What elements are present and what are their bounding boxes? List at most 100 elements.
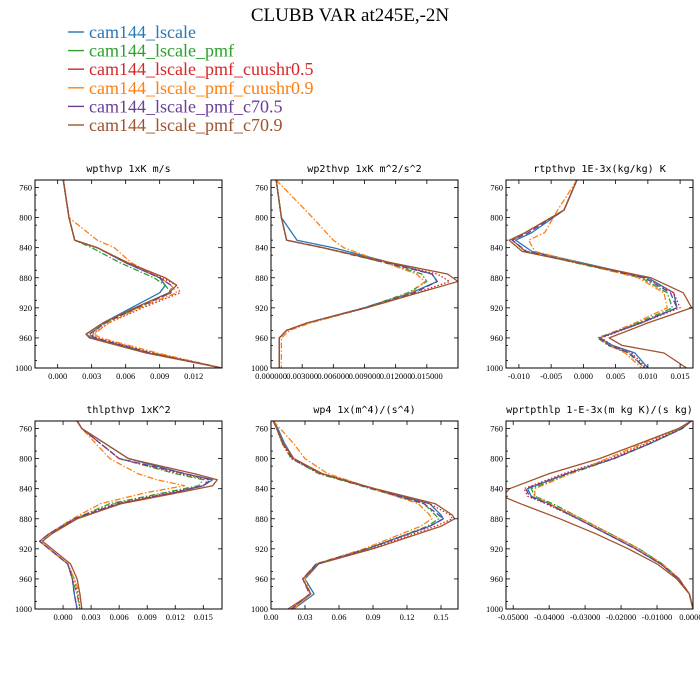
ytick-label-1-2: 840: [255, 243, 268, 253]
xtick-label-0-0: 0.000: [48, 371, 67, 381]
legend: cam144_lscalecam144_lscale_pmfcam144_lsc…: [68, 22, 313, 135]
panel-5: wprtpthlp 1-E-3x(m kg K)/(s kg)760 800 840…: [486, 405, 700, 622]
ytick-label-4-2: 840: [255, 484, 268, 494]
ytick-label-5-3: 880: [490, 514, 503, 524]
ytick-label-3-1: 800: [19, 454, 32, 464]
series-line-5-5: [506, 421, 693, 609]
xtick-label-2-3: 0.005: [606, 371, 625, 381]
series-line-0-1: [62, 180, 222, 368]
ytick-label-5-2: 840: [490, 484, 503, 494]
series-line-4-2: [272, 421, 453, 609]
legend-label-5: cam144_lscale_pmf_c70.9: [89, 115, 282, 135]
xtick-label-3-3: 0.009: [138, 612, 157, 622]
ytick-label-3-4: 920: [19, 544, 32, 554]
series-line-4-3: [272, 421, 433, 609]
series-line-1-5: [275, 180, 458, 368]
ytick-label-5-6: 1000: [486, 604, 503, 614]
series-line-2-1: [511, 180, 674, 368]
ytick-label-2-6: 1000: [486, 363, 503, 373]
xtick-label-3-0: 0.000: [53, 612, 72, 622]
xtick-label-0-4: 0.012: [184, 371, 203, 381]
xtick-label-3-5: 0.015: [194, 612, 213, 622]
panel-frame-0: [34, 179, 223, 369]
panel-frame-2: [505, 179, 694, 369]
ytick-label-1-1: 800: [255, 213, 268, 223]
ytick-label-0-6: 1000: [15, 363, 32, 373]
ytick-label-0-2: 840: [19, 243, 32, 253]
ytick-label-3-0: 760: [19, 424, 32, 434]
ytick-label-3-6: 1000: [15, 604, 32, 614]
series-line-1-1: [275, 180, 428, 368]
series-line-3-4: [39, 421, 212, 609]
xtick-label-2-0: -0.010: [508, 371, 530, 381]
ytick-label-2-5: 960: [490, 333, 503, 343]
ytick-label-2-2: 840: [490, 243, 503, 253]
series-line-2-3: [527, 180, 668, 368]
series-line-3-2: [39, 421, 209, 609]
xtick-label-4-2: 0.06: [332, 612, 347, 622]
series-line-0-0: [62, 180, 222, 368]
ytick-label-0-5: 960: [19, 333, 32, 343]
legend-label-2: cam144_lscale_pmf_cuushr0.5: [89, 59, 313, 79]
panel-frame-5: [505, 420, 694, 610]
xtick-label-4-0: 0.00: [264, 612, 279, 622]
series-line-4-0: [272, 421, 444, 609]
xtick-label-1-0: 0.000000: [255, 371, 287, 381]
ytick-label-4-6: 1000: [251, 604, 268, 614]
panel-3: thlpthvp 1xK^2 760 800 840 880 920 960 1000 0.00…: [15, 405, 223, 622]
series-line-5-1: [530, 421, 693, 609]
series-line-0-5: [62, 180, 222, 368]
ytick-label-5-5: 960: [490, 574, 503, 584]
xtick-label-0-1: 0.003: [82, 371, 101, 381]
panel-title-0: wpthvp 1xK m/s: [86, 164, 170, 175]
xtick-label-4-4: 0.12: [400, 612, 415, 622]
xtick-label-1-4: 0.012000: [380, 371, 412, 381]
ytick-label-0-0: 760: [19, 183, 32, 193]
series-line-1-4: [275, 180, 438, 368]
ytick-label-0-4: 920: [19, 303, 32, 313]
ytick-label-1-6: 1000: [251, 363, 268, 373]
series-line-1-3: [275, 180, 426, 368]
ytick-label-0-3: 880: [19, 273, 32, 283]
ytick-label-4-3: 880: [255, 514, 268, 524]
xtick-label-3-2: 0.006: [110, 612, 129, 622]
series-line-5-0: [526, 421, 693, 609]
legend-label-3: cam144_lscale_pmf_cuushr0.9: [89, 78, 313, 98]
series-line-5-3: [534, 421, 693, 609]
xtick-label-3-4: 0.012: [166, 612, 185, 622]
xtick-label-5-5: 0.00000: [679, 612, 700, 622]
series-line-0-3: [62, 180, 222, 368]
xtick-label-1-5: 0.015000: [411, 371, 443, 381]
panel-title-5: wprtpthlp 1-E-3x(m kg K)/(s kg): [506, 405, 693, 416]
xtick-label-4-5: 0.15: [434, 612, 449, 622]
series-line-0-4: [62, 180, 222, 368]
series-line-3-3: [39, 421, 186, 609]
panel-title-4: wp4 1x(m^4)/(s^4): [313, 405, 415, 416]
series-line-5-4: [525, 421, 693, 609]
xtick-label-2-4: 0.010: [638, 371, 657, 381]
ytick-label-2-3: 880: [490, 273, 503, 283]
legend-label-4: cam144_lscale_pmf_c70.5: [89, 96, 282, 116]
ytick-label-2-1: 800: [490, 213, 503, 223]
panel-2: rtpthvp 1E-3x(kg/kg) K 760 800 840 880 920 960…: [486, 164, 694, 381]
series-line-3-0: [39, 421, 214, 609]
ytick-label-3-3: 880: [19, 514, 32, 524]
ytick-label-5-4: 920: [490, 544, 503, 554]
ytick-label-2-4: 920: [490, 303, 503, 313]
ytick-label-1-5: 960: [255, 333, 268, 343]
series-line-4-4: [272, 421, 444, 609]
series-line-3-1: [39, 421, 204, 609]
panel-frame-3: [34, 420, 223, 610]
series-line-4-5: [272, 421, 456, 609]
xtick-label-2-2: 0.000: [574, 371, 593, 381]
series-line-2-0: [515, 180, 678, 368]
panel-0: wpthvp 1xK m/s 760 800 840 880 920 960 1000 0.00…: [15, 164, 223, 381]
panels: wpthvp 1xK m/s76080084088092096010000.00…: [15, 164, 700, 622]
ytick-label-4-1: 800: [255, 454, 268, 464]
panel-title-2: rtpthvp 1E-3x(kg/kg) K: [533, 164, 665, 175]
xtick-label-0-3: 0.009: [150, 371, 169, 381]
ytick-label-4-5: 960: [255, 574, 268, 584]
panel-frame-4: [270, 420, 459, 610]
ytick-label-3-5: 960: [19, 574, 32, 584]
